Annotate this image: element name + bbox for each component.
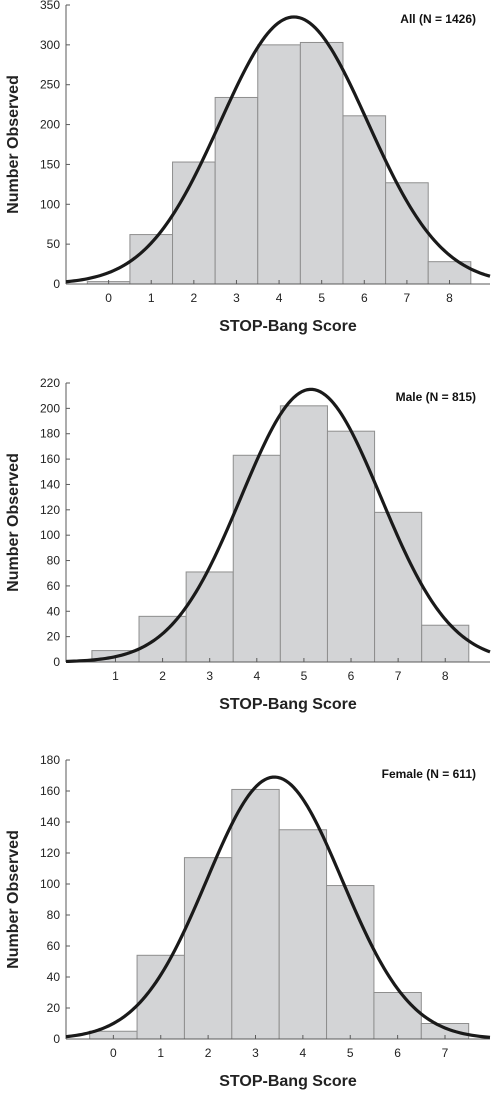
x-axis-title: STOP-Bang Score xyxy=(219,696,357,713)
y-tick-label: 20 xyxy=(47,630,61,644)
x-tick-label: 8 xyxy=(446,291,453,305)
y-tick-label: 220 xyxy=(40,376,60,390)
histogram-bar xyxy=(421,624,470,663)
x-tick-label: 2 xyxy=(205,1046,212,1060)
panel-annotation: Female (N = 611) xyxy=(382,767,476,781)
y-tick-label: 40 xyxy=(47,604,61,618)
y-tick-label: 80 xyxy=(47,554,61,568)
y-tick-label: 300 xyxy=(40,38,60,52)
x-tick-label: 3 xyxy=(206,669,213,683)
x-tick-label: 4 xyxy=(253,669,260,683)
x-tick-label: 6 xyxy=(394,1046,401,1060)
y-tick-label: 180 xyxy=(40,427,60,441)
panel-annotation: All (N = 1426) xyxy=(400,12,476,26)
normal-fit-curve xyxy=(65,15,491,284)
chart-panel-male: 0 20 40 60 80 100 120 140 160 180 200 220 1 2 3 4 5 6 7 8 Ma… xyxy=(5,376,491,713)
y-tick-label: 100 xyxy=(40,528,60,542)
chart-panel-all: 0 50 100 150 200 250 300 350 0 1 2 3 4 5 6 7 8 All (N = 1… xyxy=(5,0,491,335)
x-tick-label: 6 xyxy=(361,291,368,305)
y-tick-label: 160 xyxy=(40,452,60,466)
x-tick-label: 7 xyxy=(442,1046,449,1060)
y-tick-label: 140 xyxy=(40,815,60,829)
x-tick-label: 4 xyxy=(276,291,283,305)
y-tick-label: 120 xyxy=(40,846,60,860)
y-tick-label: 120 xyxy=(40,503,60,517)
y-tick-label: 180 xyxy=(40,753,60,767)
x-tick-label: 1 xyxy=(112,669,119,683)
x-tick-label: 0 xyxy=(105,291,112,305)
histogram-bar xyxy=(231,788,280,1040)
histogram-bar xyxy=(342,115,387,285)
histogram-bar xyxy=(138,615,187,663)
y-axis-title: Number Observed xyxy=(5,453,22,592)
y-tick-label: 100 xyxy=(40,877,60,891)
x-tick-label: 5 xyxy=(301,669,308,683)
y-tick-label: 200 xyxy=(40,401,60,415)
y-tick-label: 350 xyxy=(40,0,60,12)
histogram-bar xyxy=(214,96,259,285)
x-tick-label: 1 xyxy=(148,291,155,305)
histogram-bar xyxy=(279,405,328,663)
histogram-bar xyxy=(232,454,281,663)
histogram-bar xyxy=(183,857,233,1040)
y-tick-label: 250 xyxy=(40,78,60,92)
x-tick-label: 2 xyxy=(159,669,166,683)
y-tick-label: 140 xyxy=(40,477,60,491)
x-tick-label: 5 xyxy=(347,1046,354,1060)
x-axis-title: STOP-Bang Score xyxy=(219,1073,357,1090)
y-axis-title: Number Observed xyxy=(5,75,22,214)
chart-panel-female: 0 20 40 60 80 100 120 140 160 180 0 1 2 3 4 5 6 7 Female (… xyxy=(5,753,491,1090)
y-tick-label: 100 xyxy=(40,197,60,211)
panel-annotation: Male (N = 815) xyxy=(396,390,476,404)
y-tick-label: 160 xyxy=(40,784,60,798)
normal-fit-curve xyxy=(65,387,491,664)
y-tick-label: 0 xyxy=(53,655,60,669)
x-tick-label: 4 xyxy=(300,1046,307,1060)
histogram-bar xyxy=(326,885,375,1040)
y-tick-label: 0 xyxy=(53,1032,60,1046)
x-tick-label: 2 xyxy=(190,291,197,305)
histogram-bar xyxy=(278,829,328,1040)
y-tick-label: 20 xyxy=(47,1001,61,1015)
x-tick-label: 5 xyxy=(318,291,325,305)
x-tick-label: 7 xyxy=(395,669,402,683)
x-tick-label: 0 xyxy=(110,1046,117,1060)
y-tick-label: 40 xyxy=(47,970,61,984)
histogram-bar xyxy=(385,182,429,285)
histogram-bar xyxy=(257,44,301,285)
y-tick-label: 50 xyxy=(47,237,61,251)
x-axis-title: STOP-Bang Score xyxy=(219,318,357,335)
x-tick-label: 3 xyxy=(233,291,240,305)
x-tick-label: 8 xyxy=(442,669,449,683)
normal-fit-curve xyxy=(65,775,491,1039)
y-tick-label: 0 xyxy=(53,277,60,291)
y-axis-title: Number Observed xyxy=(5,830,22,969)
histogram-bar xyxy=(185,571,234,663)
histogram-bar xyxy=(299,41,344,285)
x-tick-label: 7 xyxy=(404,291,411,305)
y-tick-label: 60 xyxy=(47,579,61,593)
y-tick-label: 200 xyxy=(40,118,60,132)
y-tick-label: 150 xyxy=(40,157,60,171)
x-tick-label: 6 xyxy=(348,669,355,683)
y-tick-label: 60 xyxy=(47,939,61,953)
y-tick-label: 80 xyxy=(47,908,61,922)
x-tick-label: 1 xyxy=(157,1046,164,1060)
histogram-bar xyxy=(373,992,422,1040)
x-tick-label: 3 xyxy=(252,1046,259,1060)
